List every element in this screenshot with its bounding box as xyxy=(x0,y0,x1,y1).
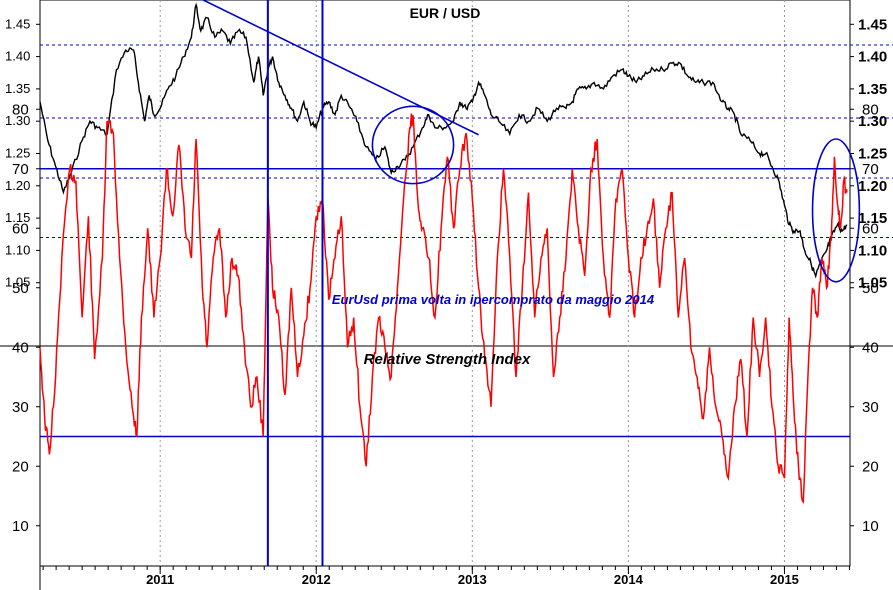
rsi-y-label-left: 10 xyxy=(12,518,29,535)
rsi-title: Relative Strength Index xyxy=(364,351,531,368)
rsi-y-label-right: 50 xyxy=(862,280,879,297)
rsi-y-label-right: 80 xyxy=(862,101,879,118)
vertical-markers xyxy=(266,0,324,566)
price-y-label-left: 1.30 xyxy=(5,113,30,128)
price-trendline xyxy=(201,0,479,136)
price-y-label-left: 1.15 xyxy=(5,210,30,225)
price-reference-lines xyxy=(40,44,893,238)
price-y-label-left: 1.25 xyxy=(5,146,30,161)
overbought-highlights xyxy=(371,105,861,283)
price-y-label-right: 1.45 xyxy=(858,16,887,33)
x-tick-label: 2014 xyxy=(614,572,644,587)
price-y-label-right: 1.25 xyxy=(858,146,887,163)
rsi-y-label-right: 30 xyxy=(862,399,879,416)
price-y-label-right: 1.30 xyxy=(858,113,887,130)
eurusd-price-line xyxy=(39,2,848,279)
rsi-y-label-right: 70 xyxy=(862,161,879,178)
rsi-y-label-right: 10 xyxy=(862,518,879,535)
price-y-label-left: 1.40 xyxy=(5,49,30,64)
x-tick-label: 2015 xyxy=(770,572,799,587)
price-y-label-left: 1.10 xyxy=(5,242,30,257)
axis-ticks: 2011 2012 2013 2014 2015 1.05 1.05 1.10 1.10 1.15… xyxy=(5,16,887,587)
x-grid xyxy=(159,0,785,566)
price-y-label-right: 1.10 xyxy=(858,242,887,259)
overbought-highlight-ellipse xyxy=(811,138,861,283)
price-y-label-left: 1.35 xyxy=(5,81,30,96)
price-series xyxy=(39,0,848,279)
rsi-y-label-left: 50 xyxy=(12,280,29,297)
chart-title: EUR / USD xyxy=(410,5,481,21)
chart-annotation: EurUsd prima volta in ipercomprato da ma… xyxy=(332,292,655,307)
price-y-label-right: 1.35 xyxy=(858,81,887,98)
price-y-label-left: 1.45 xyxy=(5,16,30,31)
rsi-y-label-right: 60 xyxy=(862,220,879,237)
rsi-y-label-right: 40 xyxy=(862,339,879,356)
price-y-label-right: 1.40 xyxy=(858,49,887,66)
rsi-series xyxy=(39,113,848,504)
overbought-highlight-ellipse xyxy=(371,105,455,185)
price-y-label-left: 1.20 xyxy=(5,178,30,193)
rsi-y-label-left: 20 xyxy=(12,458,29,475)
rsi-y-label-left: 70 xyxy=(12,161,29,178)
rsi-line xyxy=(39,113,848,504)
price-y-label-right: 1.20 xyxy=(858,178,887,195)
rsi-y-label-left: 40 xyxy=(12,339,29,356)
rsi-y-label-left: 80 xyxy=(12,101,29,118)
chart-frame xyxy=(39,0,851,567)
price-y-label-right: 1.05 xyxy=(858,275,887,292)
price-y-label-right: 1.15 xyxy=(858,210,887,227)
x-tick-label: 2012 xyxy=(302,572,331,587)
rsi-y-label-left: 60 xyxy=(12,220,29,237)
rsi-y-label-left: 30 xyxy=(12,399,29,416)
rsi-y-label-right: 20 xyxy=(862,458,879,475)
x-tick-label: 2013 xyxy=(458,572,487,587)
x-tick-label: 2011 xyxy=(146,572,174,587)
price-y-label-left: 1.05 xyxy=(5,275,30,290)
